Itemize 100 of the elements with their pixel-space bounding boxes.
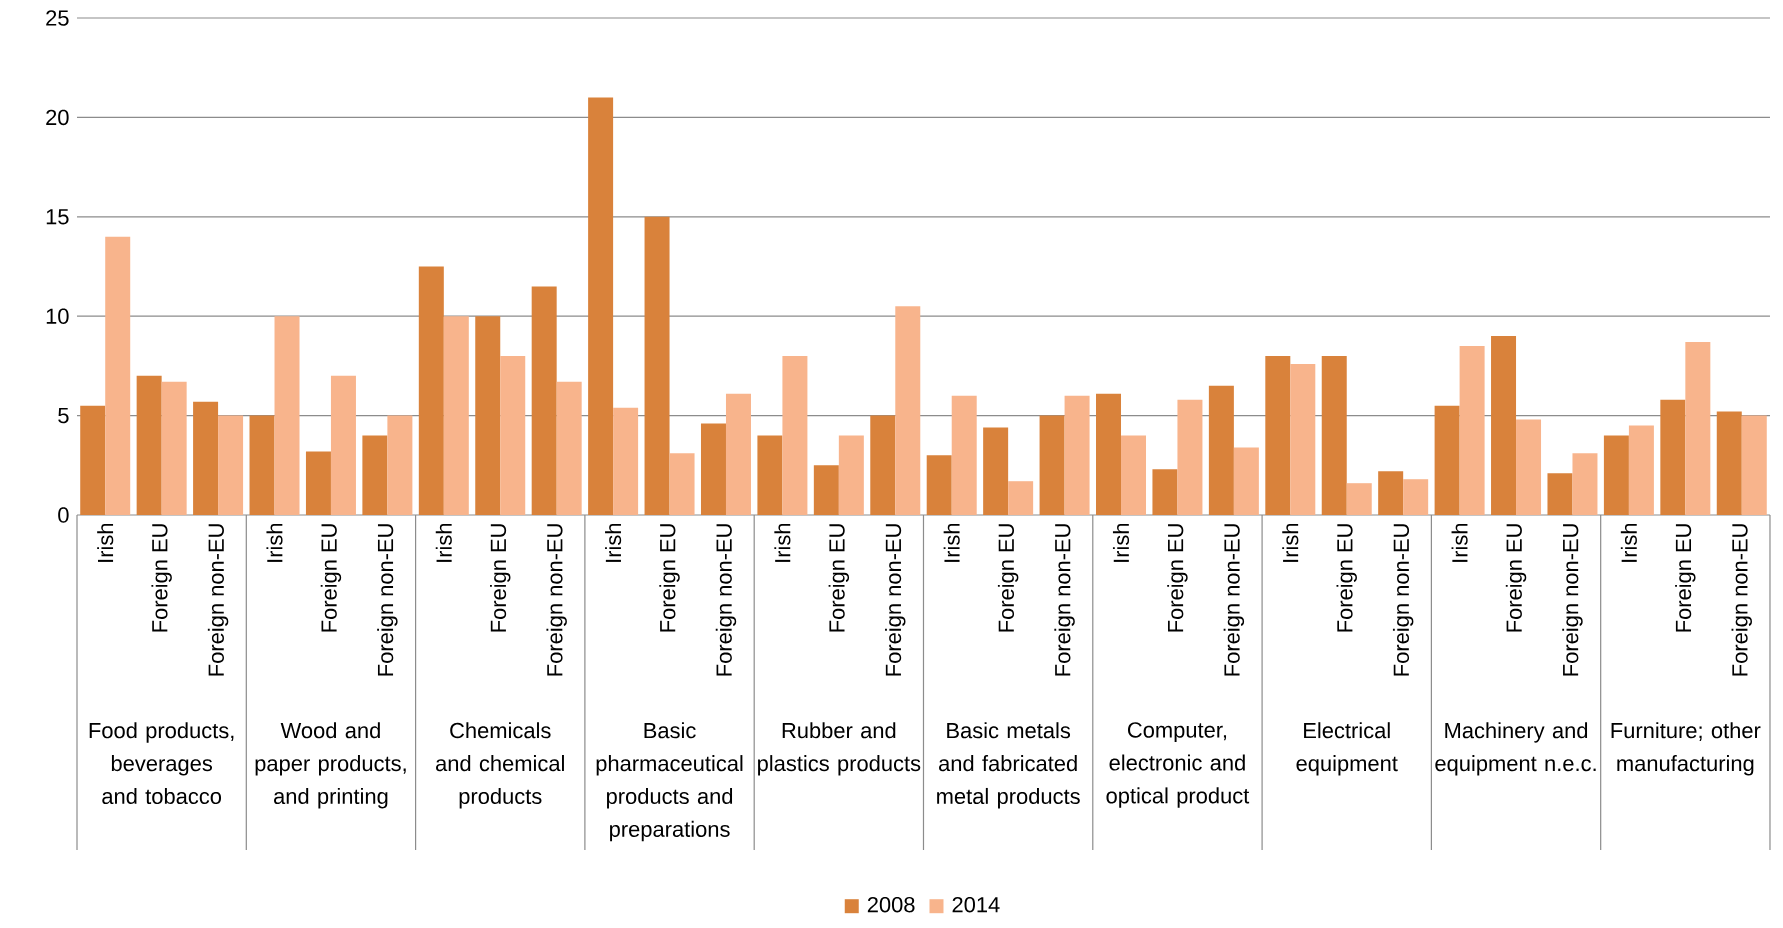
bar xyxy=(669,453,695,515)
bar xyxy=(387,415,413,515)
x-tick-label: Foreign non-EU xyxy=(1731,524,1752,676)
bar xyxy=(80,405,106,515)
bar xyxy=(1378,471,1404,515)
bar xyxy=(249,415,275,515)
bar xyxy=(813,465,839,515)
text: Basic metals and fabricated metal products xyxy=(937,722,1080,809)
bar xyxy=(1434,405,1460,515)
bar xyxy=(725,393,751,515)
x-tick-label: Foreign EU xyxy=(320,524,342,632)
bar xyxy=(1321,355,1347,515)
bar xyxy=(926,455,952,515)
x-tick-label: Foreign non-EU xyxy=(207,524,229,676)
bar xyxy=(1572,453,1598,515)
bar xyxy=(782,355,808,515)
bar xyxy=(475,316,501,515)
bar xyxy=(1096,393,1122,515)
bar xyxy=(1628,425,1654,515)
legend-label: 2014 xyxy=(952,896,1000,913)
bar xyxy=(1265,355,1291,515)
text: Electrical equipment xyxy=(1296,722,1398,776)
bar xyxy=(1064,395,1090,515)
bar xyxy=(161,381,187,515)
x-tick-label: Foreign non-EU xyxy=(1054,524,1075,676)
x-tick-label: Irish xyxy=(1112,523,1130,562)
text: Computer, electronic and optical product xyxy=(1106,722,1250,808)
bar xyxy=(1152,469,1178,515)
bar xyxy=(870,415,896,515)
x-tick-label: Irish xyxy=(774,523,791,562)
x-tick-label: Irish xyxy=(266,523,283,562)
text: Furniture; other manufacturing xyxy=(1611,722,1761,776)
bar xyxy=(274,316,300,515)
x-tick-label: Foreign EU xyxy=(659,524,680,632)
bar xyxy=(983,427,1009,515)
bar xyxy=(1491,336,1517,515)
bar xyxy=(757,435,783,515)
bar xyxy=(218,415,244,515)
bar xyxy=(531,286,557,515)
x-tick-label: Irish xyxy=(605,523,622,562)
bar xyxy=(136,375,162,515)
x-tick-label: Foreign EU xyxy=(1675,524,1696,632)
bar xyxy=(613,407,639,515)
bar xyxy=(1547,473,1573,515)
bar xyxy=(1208,385,1234,515)
bar xyxy=(951,395,977,515)
x-tick-label: Foreign EU xyxy=(151,524,172,632)
bar xyxy=(1660,399,1686,515)
x-tick-label: Foreign non-EU xyxy=(885,524,906,676)
x-tick-label: Foreign non-EU xyxy=(1223,524,1245,676)
x-tick-label: Irish xyxy=(943,523,960,562)
x-tick-label: Foreign EU xyxy=(828,524,850,632)
y-tick-label: 25 xyxy=(46,10,69,26)
x-tick-label: Foreign EU xyxy=(490,524,511,632)
x-tick-label: Foreign non-EU xyxy=(546,524,567,676)
y-tick-label: 15 xyxy=(46,209,69,225)
bar xyxy=(1741,415,1767,515)
bar xyxy=(1716,411,1742,515)
bar xyxy=(443,316,469,515)
bar xyxy=(644,216,670,515)
bar xyxy=(193,401,219,515)
bar xyxy=(362,435,388,515)
text: Machinery and equipment n.e.c. xyxy=(1435,722,1596,776)
x-tick-label: Foreign EU xyxy=(997,524,1019,632)
x-tick-label: Irish xyxy=(435,523,452,562)
text: Chemicals and chemical products xyxy=(436,722,564,809)
bar xyxy=(1516,419,1542,515)
bar xyxy=(305,451,331,515)
x-tick-label: Irish xyxy=(1451,523,1468,562)
bar xyxy=(1459,346,1485,515)
x-tick-label: Foreign non-EU xyxy=(377,524,398,676)
bar xyxy=(500,355,526,515)
x-tick-label: Foreign EU xyxy=(1336,524,1357,632)
text: Wood and paper products, and printing xyxy=(255,722,406,809)
bar xyxy=(1177,399,1203,515)
y-tick-label: 0 xyxy=(58,507,69,523)
bar xyxy=(1008,481,1034,515)
x-tick-label: Foreign non-EU xyxy=(1392,524,1414,676)
text: Rubber and plastics products xyxy=(758,722,921,776)
bar xyxy=(1290,363,1316,515)
bar xyxy=(418,266,444,515)
y-tick-label: 5 xyxy=(58,407,69,424)
bar xyxy=(1603,435,1629,515)
x-tick-label: Irish xyxy=(97,523,114,562)
x-tick-label: Foreign non-EU xyxy=(715,524,737,676)
y-tick-label: 20 xyxy=(46,109,69,126)
text: Basic pharmaceutical products and preparations xyxy=(596,722,743,842)
bar xyxy=(105,236,131,515)
legend-label: 2008 xyxy=(867,896,915,913)
bar xyxy=(1121,435,1147,515)
bar xyxy=(330,375,356,515)
x-tick-label: Foreign non-EU xyxy=(1562,524,1583,676)
bar xyxy=(556,381,582,515)
text: Food products, beverages and tobacco xyxy=(89,722,234,805)
bar xyxy=(700,423,726,515)
bar xyxy=(838,435,864,515)
y-tick-label: 10 xyxy=(46,308,69,324)
bar xyxy=(1039,415,1065,515)
x-tick-label: Foreign EU xyxy=(1505,524,1527,632)
bar xyxy=(588,97,614,515)
